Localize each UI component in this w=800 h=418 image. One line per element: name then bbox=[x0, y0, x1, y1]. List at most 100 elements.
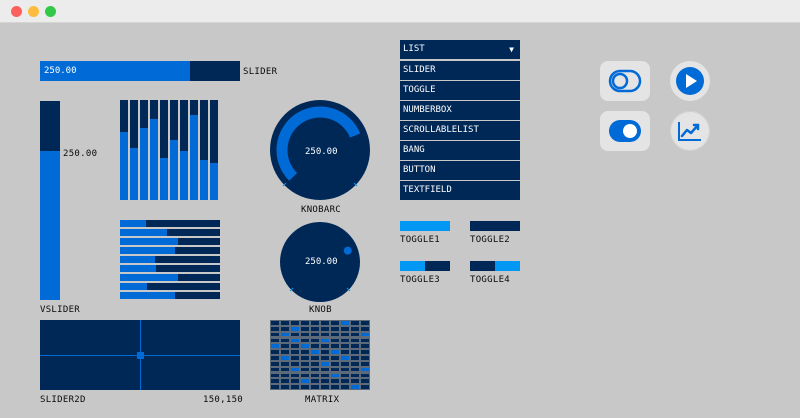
matrix-cell[interactable] bbox=[321, 361, 329, 366]
matrix-cell[interactable] bbox=[341, 332, 349, 337]
bar-slider[interactable] bbox=[170, 100, 178, 200]
matrix-cell[interactable] bbox=[331, 379, 339, 384]
slider2d[interactable] bbox=[40, 320, 240, 390]
bar-slider[interactable] bbox=[130, 100, 138, 200]
matrix-cell[interactable] bbox=[311, 356, 319, 360]
matrix-cell[interactable] bbox=[291, 367, 299, 372]
bar-slider[interactable] bbox=[150, 100, 158, 200]
toggle-on-button[interactable] bbox=[600, 111, 650, 151]
matrix-cell[interactable] bbox=[311, 338, 319, 343]
bar-slider[interactable] bbox=[180, 100, 188, 200]
matrix-cell[interactable] bbox=[301, 332, 309, 337]
matrix-cell[interactable] bbox=[361, 344, 369, 349]
hbar-slider[interactable] bbox=[120, 265, 220, 272]
matrix-cell[interactable] bbox=[341, 379, 349, 384]
matrix-cell[interactable] bbox=[301, 356, 309, 360]
matrix-cell[interactable] bbox=[321, 344, 329, 349]
matrix-cell[interactable] bbox=[271, 367, 279, 372]
matrix-cell[interactable] bbox=[281, 373, 289, 378]
matrix-cell[interactable] bbox=[321, 338, 329, 343]
matrix-cell[interactable] bbox=[291, 332, 299, 337]
matrix-cell[interactable] bbox=[291, 338, 299, 343]
matrix-cell[interactable] bbox=[361, 361, 369, 366]
matrix-cell[interactable] bbox=[341, 373, 349, 378]
matrix-cell[interactable] bbox=[321, 326, 329, 331]
matrix-cell[interactable] bbox=[311, 326, 319, 331]
matrix-cell[interactable] bbox=[321, 379, 329, 384]
matrix-cell[interactable] bbox=[341, 321, 349, 325]
matrix-cell[interactable] bbox=[301, 373, 309, 378]
list-item[interactable]: BUTTON bbox=[400, 161, 520, 180]
matrix-cell[interactable] bbox=[321, 332, 329, 337]
list-item[interactable]: SLIDER bbox=[400, 61, 520, 80]
matrix-cell[interactable] bbox=[301, 326, 309, 331]
matrix-cell[interactable] bbox=[361, 356, 369, 360]
knobarc[interactable] bbox=[268, 98, 372, 202]
matrix-cell[interactable] bbox=[271, 338, 279, 343]
matrix-cell[interactable] bbox=[311, 385, 319, 389]
matrix-cell[interactable] bbox=[341, 356, 349, 360]
matrix-cell[interactable] bbox=[281, 338, 289, 343]
matrix-cell[interactable] bbox=[321, 373, 329, 378]
matrix-cell[interactable] bbox=[271, 361, 279, 366]
matrix-cell[interactable] bbox=[311, 321, 319, 325]
list-item[interactable]: SCROLLABLELIST bbox=[400, 121, 520, 140]
matrix-cell[interactable] bbox=[271, 373, 279, 378]
matrix-cell[interactable] bbox=[311, 367, 319, 372]
matrix-cell[interactable] bbox=[291, 373, 299, 378]
matrix-cell[interactable] bbox=[311, 350, 319, 354]
matrix-cell[interactable] bbox=[361, 321, 369, 325]
matrix-cell[interactable] bbox=[271, 332, 279, 337]
minimize-button[interactable] bbox=[28, 6, 39, 17]
matrix-cell[interactable] bbox=[301, 338, 309, 343]
matrix-cell[interactable] bbox=[341, 385, 349, 389]
matrix-cell[interactable] bbox=[271, 379, 279, 384]
matrix-cell[interactable] bbox=[291, 385, 299, 389]
bar-slider[interactable] bbox=[200, 100, 208, 200]
toggle4[interactable] bbox=[470, 261, 520, 271]
matrix-cell[interactable] bbox=[351, 356, 359, 360]
matrix-cell[interactable] bbox=[271, 321, 279, 325]
matrix-cell[interactable] bbox=[331, 326, 339, 331]
matrix-cell[interactable] bbox=[311, 379, 319, 384]
vslider[interactable] bbox=[40, 101, 60, 300]
matrix-cell[interactable] bbox=[321, 385, 329, 389]
slider2d-handle[interactable] bbox=[137, 352, 144, 359]
matrix-cell[interactable] bbox=[321, 367, 329, 372]
matrix-cell[interactable] bbox=[291, 379, 299, 384]
matrix-cell[interactable] bbox=[331, 361, 339, 366]
matrix-cell[interactable] bbox=[351, 326, 359, 331]
matrix-cell[interactable] bbox=[351, 367, 359, 372]
knob[interactable] bbox=[278, 220, 362, 304]
bar-slider[interactable] bbox=[140, 100, 148, 200]
slider[interactable]: 250.00 bbox=[40, 61, 240, 81]
hbar-slider[interactable] bbox=[120, 274, 220, 281]
bar-slider[interactable] bbox=[190, 100, 198, 200]
bar-slider[interactable] bbox=[210, 100, 218, 200]
matrix-cell[interactable] bbox=[331, 356, 339, 360]
matrix-cell[interactable] bbox=[311, 332, 319, 337]
toggle3[interactable] bbox=[400, 261, 450, 271]
matrix-cell[interactable] bbox=[351, 350, 359, 354]
toggle1[interactable] bbox=[400, 221, 450, 231]
matrix-cell[interactable] bbox=[281, 350, 289, 354]
matrix-cell[interactable] bbox=[281, 356, 289, 360]
matrix-cell[interactable] bbox=[351, 321, 359, 325]
matrix-cell[interactable] bbox=[361, 367, 369, 372]
matrix-cell[interactable] bbox=[351, 332, 359, 337]
matrix-cell[interactable] bbox=[301, 350, 309, 354]
close-button[interactable] bbox=[11, 6, 22, 17]
matrix-cell[interactable] bbox=[321, 356, 329, 360]
matrix-cell[interactable] bbox=[291, 321, 299, 325]
matrix-cell[interactable] bbox=[331, 350, 339, 354]
hbar-slider[interactable] bbox=[120, 229, 220, 236]
matrix-cell[interactable] bbox=[331, 321, 339, 325]
matrix-cell[interactable] bbox=[321, 321, 329, 325]
list-item[interactable]: BANG bbox=[400, 141, 520, 160]
matrix-cell[interactable] bbox=[361, 385, 369, 389]
matrix-cell[interactable] bbox=[321, 350, 329, 354]
list-header[interactable]: LIST ▼ bbox=[400, 40, 520, 59]
matrix-cell[interactable] bbox=[311, 361, 319, 366]
matrix-cell[interactable] bbox=[341, 361, 349, 366]
matrix-cell[interactable] bbox=[301, 361, 309, 366]
